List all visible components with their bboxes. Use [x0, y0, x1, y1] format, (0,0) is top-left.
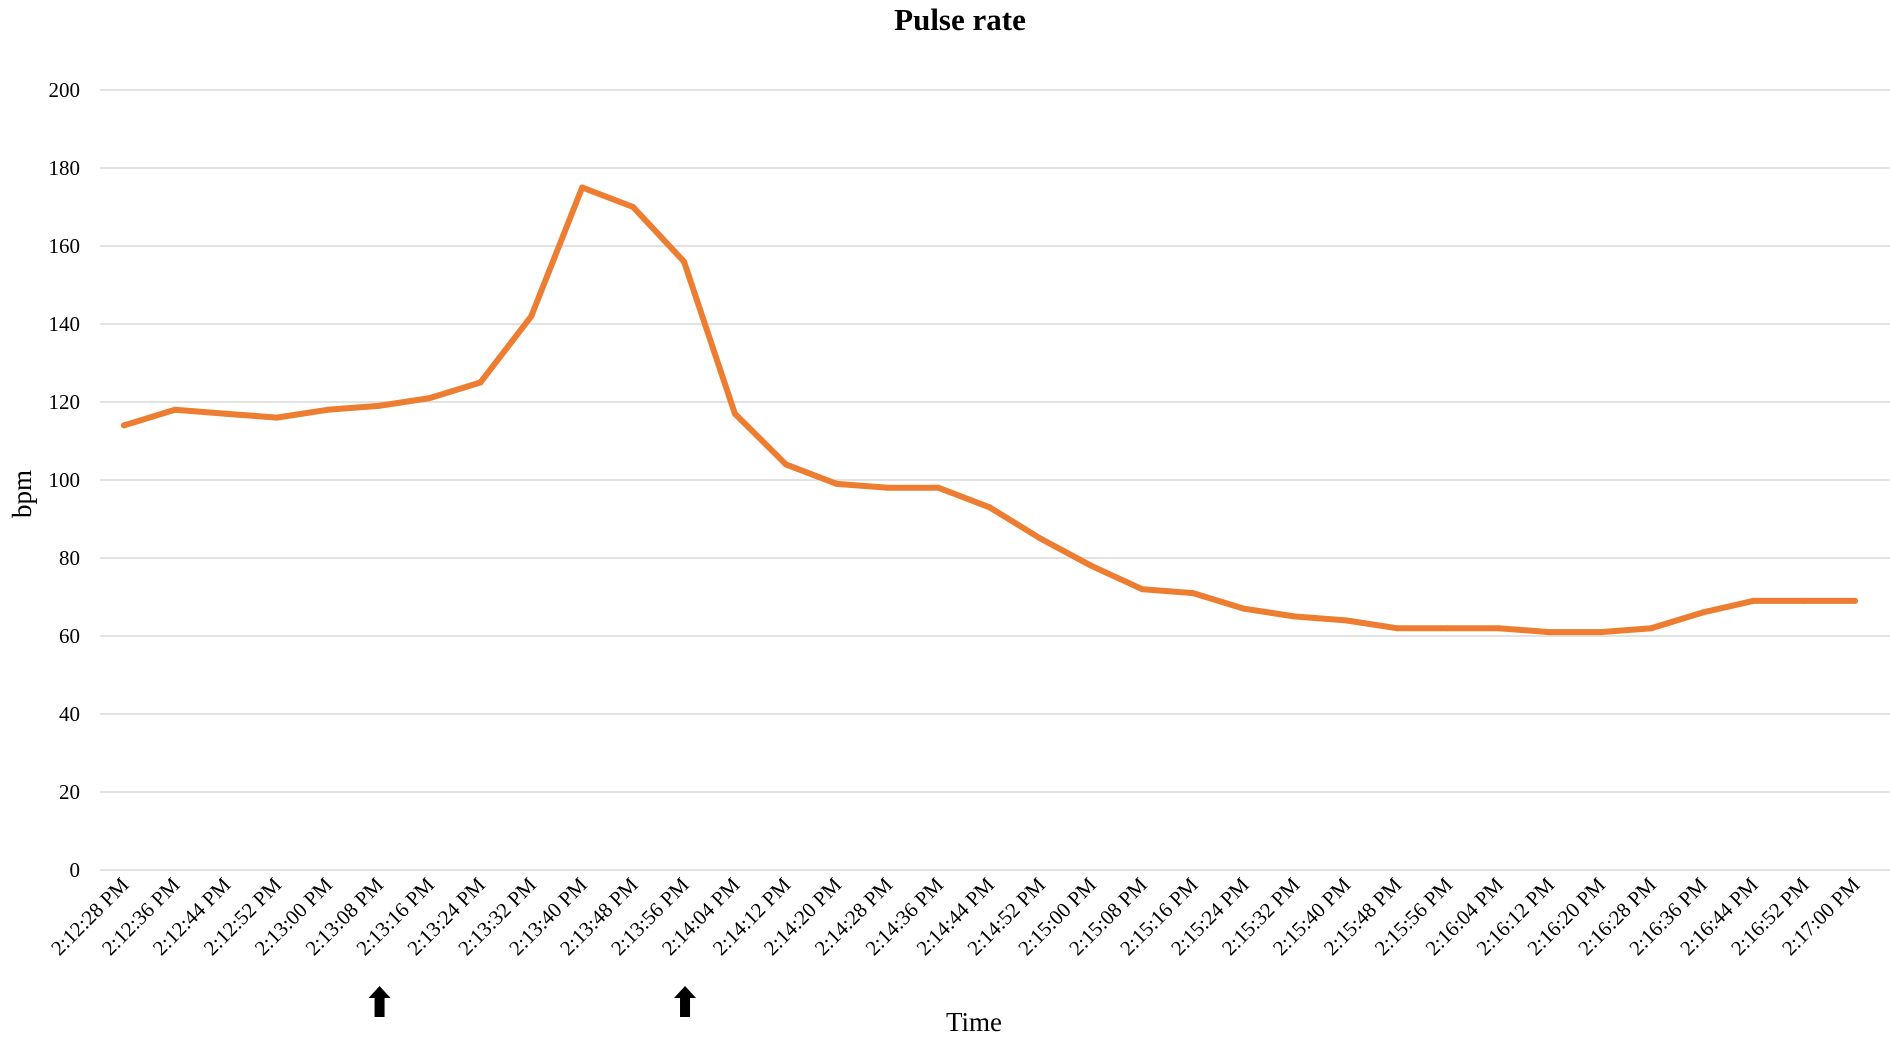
- data-point: [1852, 597, 1858, 604]
- y-tick-label: 80: [59, 546, 80, 570]
- data-point: [681, 258, 688, 265]
- y-tick-label: 120: [49, 390, 81, 414]
- y-tick-label: 140: [49, 312, 81, 336]
- data-point: [273, 414, 280, 421]
- y-tick-label: 100: [49, 468, 81, 492]
- data-point: [1190, 590, 1197, 597]
- data-point: [324, 406, 331, 413]
- data-point: [1291, 613, 1298, 620]
- data-point: [731, 410, 738, 417]
- data-point: [782, 461, 789, 468]
- y-axis-label: bpm: [7, 470, 37, 518]
- data-point: [1241, 605, 1248, 612]
- data-point: [121, 422, 127, 429]
- data-point: [630, 204, 637, 210]
- series-layer: [121, 184, 1858, 636]
- y-tick-label: 180: [49, 156, 81, 180]
- annotations: [368, 986, 697, 1017]
- data-point: [579, 184, 586, 191]
- data-point: [935, 484, 942, 491]
- up-arrow-icon: [368, 986, 391, 1017]
- data-point: [1801, 597, 1808, 604]
- data-point: [1088, 562, 1095, 569]
- data-point: [1597, 629, 1604, 636]
- chart-title: Pulse rate: [894, 2, 1026, 37]
- data-point: [1444, 625, 1451, 632]
- y-tick-label: 0: [70, 858, 81, 882]
- data-point: [1495, 625, 1502, 632]
- pulse-rate-line: [121, 184, 1858, 636]
- y-tick-label: 40: [59, 702, 80, 726]
- data-point: [1750, 597, 1757, 604]
- data-point: [426, 395, 433, 402]
- data-point: [1648, 625, 1655, 632]
- y-tick-label: 160: [49, 234, 81, 258]
- y-tick-label: 60: [59, 624, 80, 648]
- data-point: [1139, 586, 1146, 593]
- data-point: [1699, 609, 1706, 616]
- data-point: [1393, 625, 1400, 632]
- data-point: [986, 504, 993, 511]
- data-point: [1037, 535, 1044, 542]
- y-tick-label: 200: [49, 78, 81, 102]
- y-tick-label: 20: [59, 780, 80, 804]
- y-axis-ticks: 0 20 40 60 80 100 120 140 160 180 200: [49, 78, 81, 882]
- data-point: [1342, 617, 1349, 624]
- data-point: [884, 484, 891, 491]
- x-axis-label: Time: [946, 1007, 1002, 1037]
- x-axis-ticks: 2:12:28 PM2:12:36 PM2:12:44 PM2:12:52 PM…: [46, 872, 1865, 960]
- gridlines: [100, 89, 1890, 871]
- data-point: [1546, 629, 1553, 636]
- data-point: [222, 410, 229, 417]
- data-point: [833, 480, 840, 487]
- data-point: [528, 313, 535, 320]
- up-arrow-icon: [674, 986, 697, 1017]
- data-point: [171, 406, 178, 413]
- data-point: [477, 379, 484, 386]
- data-point: [375, 402, 382, 409]
